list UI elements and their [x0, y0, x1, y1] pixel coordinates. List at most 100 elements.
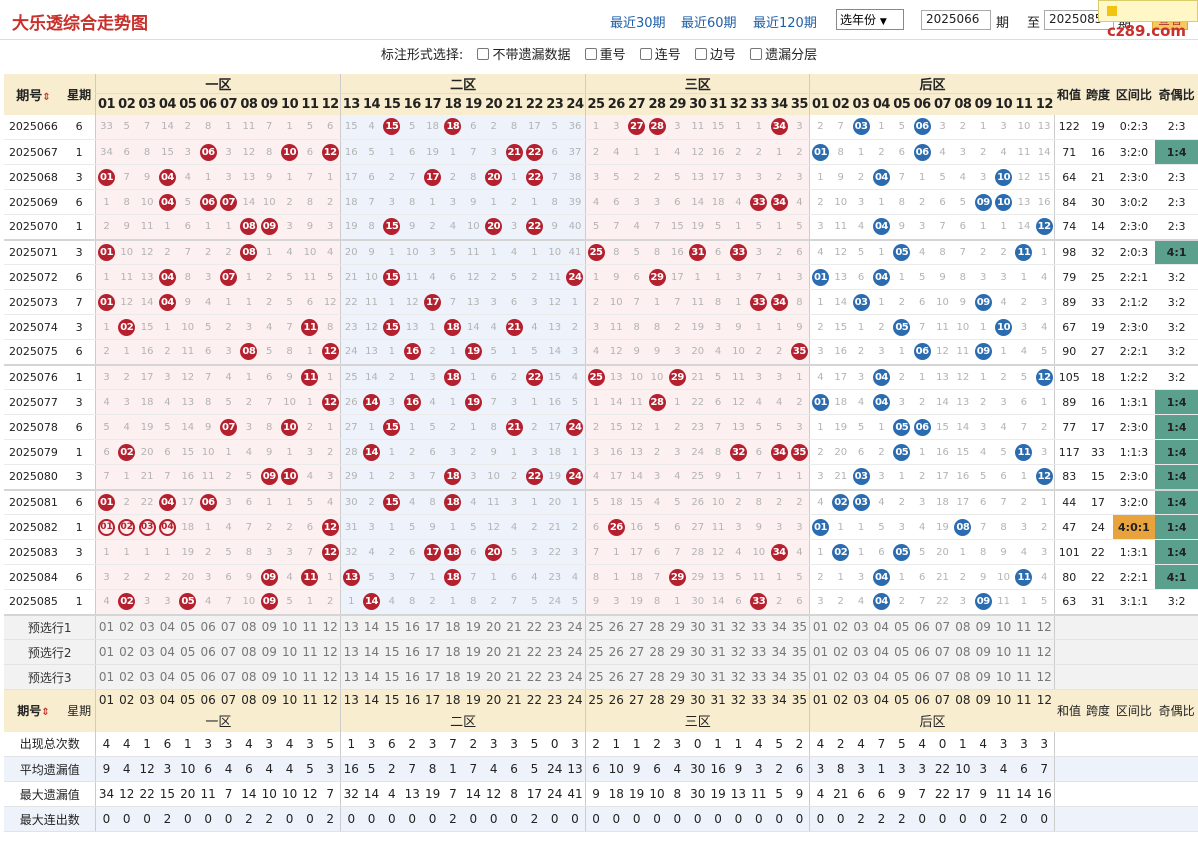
- front-cell[interactable]: 01: [95, 164, 117, 190]
- front-cell[interactable]: 2: [646, 439, 668, 465]
- front-cell[interactable]: 6: [299, 514, 321, 540]
- front-cell[interactable]: 5: [116, 114, 137, 140]
- front-cell[interactable]: 12: [606, 339, 627, 366]
- front-cell[interactable]: 2: [320, 189, 341, 215]
- front-cell[interactable]: 29: [667, 564, 688, 590]
- front-cell[interactable]: 24: [564, 414, 586, 440]
- front-cell[interactable]: 5: [646, 514, 668, 540]
- back-cell[interactable]: 3: [850, 364, 872, 390]
- back-cell[interactable]: 15: [1034, 164, 1055, 190]
- front-cell[interactable]: 6: [238, 489, 260, 515]
- preselect-front-number[interactable]: 11: [299, 664, 321, 690]
- front-cell[interactable]: 22: [136, 489, 158, 515]
- front-cell[interactable]: 2: [442, 414, 464, 440]
- front-cell[interactable]: 6: [177, 214, 198, 241]
- front-cell[interactable]: 4: [606, 139, 627, 165]
- front-cell[interactable]: 2: [95, 339, 117, 366]
- back-cell[interactable]: 6: [932, 189, 953, 215]
- sort-icon[interactable]: ⇕: [41, 707, 50, 719]
- back-cell[interactable]: 13: [830, 264, 851, 290]
- front-cell[interactable]: 3: [667, 439, 688, 465]
- back-cell[interactable]: 09: [973, 189, 994, 215]
- front-cell[interactable]: 2: [422, 214, 443, 241]
- front-cell[interactable]: 5: [728, 564, 749, 590]
- preselect-back-number[interactable]: 05: [891, 639, 912, 665]
- preselect-front-number[interactable]: 22: [524, 664, 545, 690]
- front-cell[interactable]: 11: [707, 514, 729, 540]
- front-cell[interactable]: 1: [422, 564, 443, 590]
- front-cell[interactable]: 4: [238, 439, 260, 465]
- preselect-back-number[interactable]: 05: [891, 664, 912, 690]
- back-cell[interactable]: 8: [993, 514, 1014, 540]
- back-cell[interactable]: 1: [952, 539, 974, 565]
- front-cell[interactable]: 3: [667, 339, 688, 366]
- front-cell[interactable]: 8: [503, 114, 525, 140]
- option-edge[interactable]: 边号: [694, 48, 736, 63]
- front-cell[interactable]: 20: [177, 564, 198, 590]
- preselect-front-number[interactable]: 11: [299, 614, 321, 640]
- preselect-front-number[interactable]: 15: [381, 614, 403, 640]
- front-cell[interactable]: 1: [483, 189, 504, 215]
- front-cell[interactable]: 3: [422, 239, 443, 265]
- preselect-back-number[interactable]: 06: [911, 664, 933, 690]
- front-cell[interactable]: 24: [564, 464, 586, 491]
- front-cell[interactable]: 21: [136, 464, 158, 491]
- front-cell[interactable]: 16: [402, 339, 423, 366]
- front-cell[interactable]: 6: [667, 189, 688, 215]
- link-recent-120[interactable]: 最近120期: [753, 16, 817, 31]
- front-cell[interactable]: 14: [463, 314, 484, 340]
- back-cell[interactable]: 3: [973, 264, 994, 290]
- back-cell[interactable]: 2: [911, 189, 933, 215]
- front-cell[interactable]: 4: [585, 464, 607, 491]
- front-cell[interactable]: 1: [381, 339, 403, 366]
- front-cell[interactable]: 03: [136, 514, 158, 540]
- preselect-front-number[interactable]: 20: [483, 664, 504, 690]
- preselect-front-number[interactable]: 27: [626, 614, 647, 640]
- front-cell[interactable]: 41: [564, 239, 586, 265]
- back-cell[interactable]: 10: [993, 564, 1014, 590]
- front-cell[interactable]: 3: [564, 339, 586, 366]
- back-cell[interactable]: 6: [1013, 389, 1035, 415]
- front-cell[interactable]: 2: [259, 514, 280, 540]
- back-cell[interactable]: 09: [973, 289, 994, 315]
- back-cell[interactable]: 1: [809, 289, 831, 315]
- front-cell[interactable]: 11: [483, 489, 504, 515]
- front-cell[interactable]: 3: [728, 264, 749, 290]
- front-cell[interactable]: 1: [95, 314, 117, 340]
- front-cell[interactable]: 3: [320, 464, 341, 491]
- front-cell[interactable]: 04: [157, 489, 178, 515]
- front-cell[interactable]: 3: [503, 489, 525, 515]
- front-cell[interactable]: 3: [218, 139, 239, 165]
- front-cell[interactable]: 22: [524, 214, 545, 241]
- year-select[interactable]: 选年份 ▼: [836, 9, 904, 30]
- front-cell[interactable]: 8: [626, 314, 647, 340]
- front-cell[interactable]: 12: [361, 314, 382, 340]
- front-cell[interactable]: 6: [707, 389, 729, 415]
- front-cell[interactable]: 18: [442, 489, 464, 515]
- front-cell[interactable]: 4: [95, 589, 117, 616]
- front-cell[interactable]: 2: [136, 564, 158, 590]
- front-cell[interactable]: 10: [279, 389, 300, 415]
- front-cell[interactable]: 23: [687, 414, 708, 440]
- front-cell[interactable]: 2: [789, 389, 810, 415]
- preselect-front-number[interactable]: 31: [707, 614, 729, 640]
- front-cell[interactable]: 1: [238, 364, 260, 390]
- front-cell[interactable]: 33: [728, 239, 749, 265]
- back-cell[interactable]: 4: [850, 589, 872, 616]
- front-cell[interactable]: 2: [157, 564, 178, 590]
- front-cell[interactable]: 5: [585, 489, 607, 515]
- front-cell[interactable]: 2: [748, 339, 769, 366]
- back-cell[interactable]: 12: [932, 339, 953, 366]
- front-cell[interactable]: 7: [748, 464, 769, 491]
- front-cell[interactable]: 1: [361, 414, 382, 440]
- front-cell[interactable]: 2: [279, 514, 300, 540]
- front-cell[interactable]: 2: [422, 339, 443, 366]
- front-cell[interactable]: 14: [707, 589, 729, 616]
- front-cell[interactable]: 7: [544, 164, 565, 190]
- front-cell[interactable]: 1: [503, 439, 525, 465]
- front-cell[interactable]: 3: [503, 214, 525, 241]
- back-cell[interactable]: 4: [911, 239, 933, 265]
- front-cell[interactable]: 7: [748, 264, 769, 290]
- front-cell[interactable]: 16: [177, 464, 198, 491]
- front-cell[interactable]: 3: [218, 164, 239, 190]
